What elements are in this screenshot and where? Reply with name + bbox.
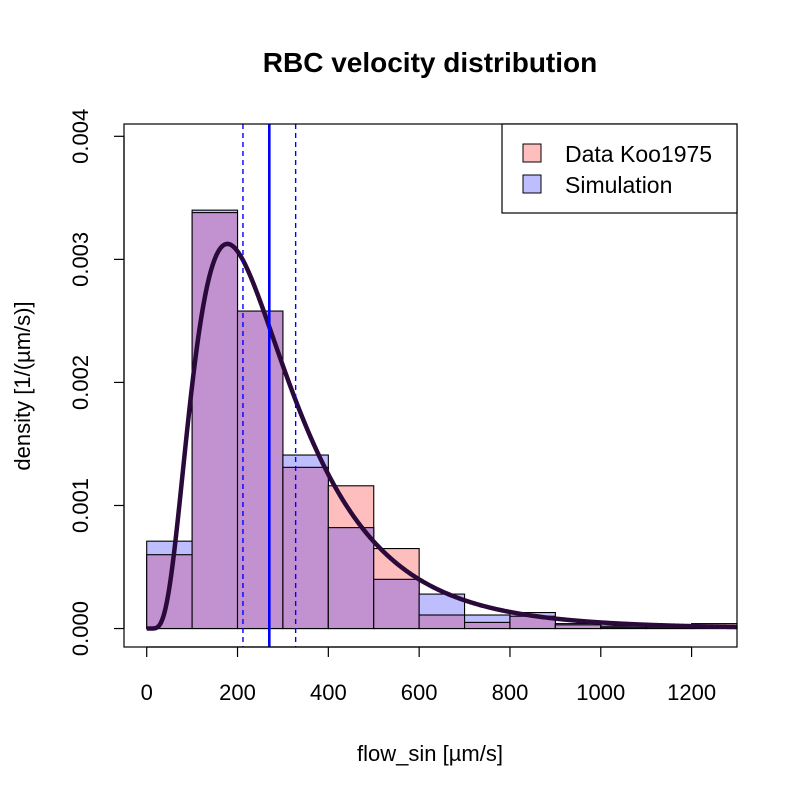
bars-layer xyxy=(146,209,738,630)
x-tick-label-2: 400 xyxy=(310,680,347,705)
y-tick-label-1: 0.001 xyxy=(68,478,93,533)
x-axis-label: flow_sin [µm/s] xyxy=(357,741,503,766)
bar-overlap-bin-9 xyxy=(554,624,602,630)
chart-title: RBC velocity distribution xyxy=(263,47,597,78)
y-tick-label-4: 0.004 xyxy=(68,109,93,164)
bar-overlap-bin-7 xyxy=(464,621,511,630)
x-tick-label-3: 600 xyxy=(401,680,438,705)
x-tick-label-0: 0 xyxy=(141,680,153,705)
x-tick-label-6: 1200 xyxy=(667,680,716,705)
reference-lines-layer xyxy=(242,124,297,647)
legend-label-data: Data Koo1975 xyxy=(565,141,712,167)
bar-overlap-bin-5 xyxy=(373,578,420,630)
legend-swatch-data xyxy=(522,143,542,163)
y-tick-label-2: 0.002 xyxy=(68,355,93,410)
legend-swatch-simulation xyxy=(522,174,542,194)
curve-layer xyxy=(145,241,739,631)
fitted-density-curve xyxy=(145,241,739,631)
bar-overlap-bin-1 xyxy=(191,212,239,630)
bar-overlap-bin-3 xyxy=(282,466,329,630)
axes-layer: 0 200 400 600 800 1000 1200 0.000 0.001 0.002 0.00… xyxy=(68,109,716,705)
legend-box xyxy=(501,123,738,214)
y-tick-label-0: 0.000 xyxy=(68,601,93,656)
x-tick-label-4: 800 xyxy=(492,680,529,705)
x-tick-label-5: 1000 xyxy=(576,680,625,705)
bar-overlap-bin-2 xyxy=(236,310,284,630)
x-tick-label-1: 200 xyxy=(219,680,256,705)
y-tick-label-3: 0.003 xyxy=(68,232,93,287)
bar-overlap-bin-10 xyxy=(600,626,647,630)
bar-overlap-bin-6 xyxy=(418,614,466,630)
legend: Data Koo1975 Simulation xyxy=(501,123,738,214)
legend-label-simulation: Simulation xyxy=(565,172,672,198)
y-axis-label: density [1/(µm/s)] xyxy=(10,301,35,470)
bar-overlap-bin-4 xyxy=(327,527,375,630)
